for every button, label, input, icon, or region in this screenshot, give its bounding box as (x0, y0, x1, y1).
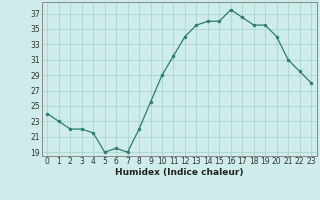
X-axis label: Humidex (Indice chaleur): Humidex (Indice chaleur) (115, 168, 244, 177)
